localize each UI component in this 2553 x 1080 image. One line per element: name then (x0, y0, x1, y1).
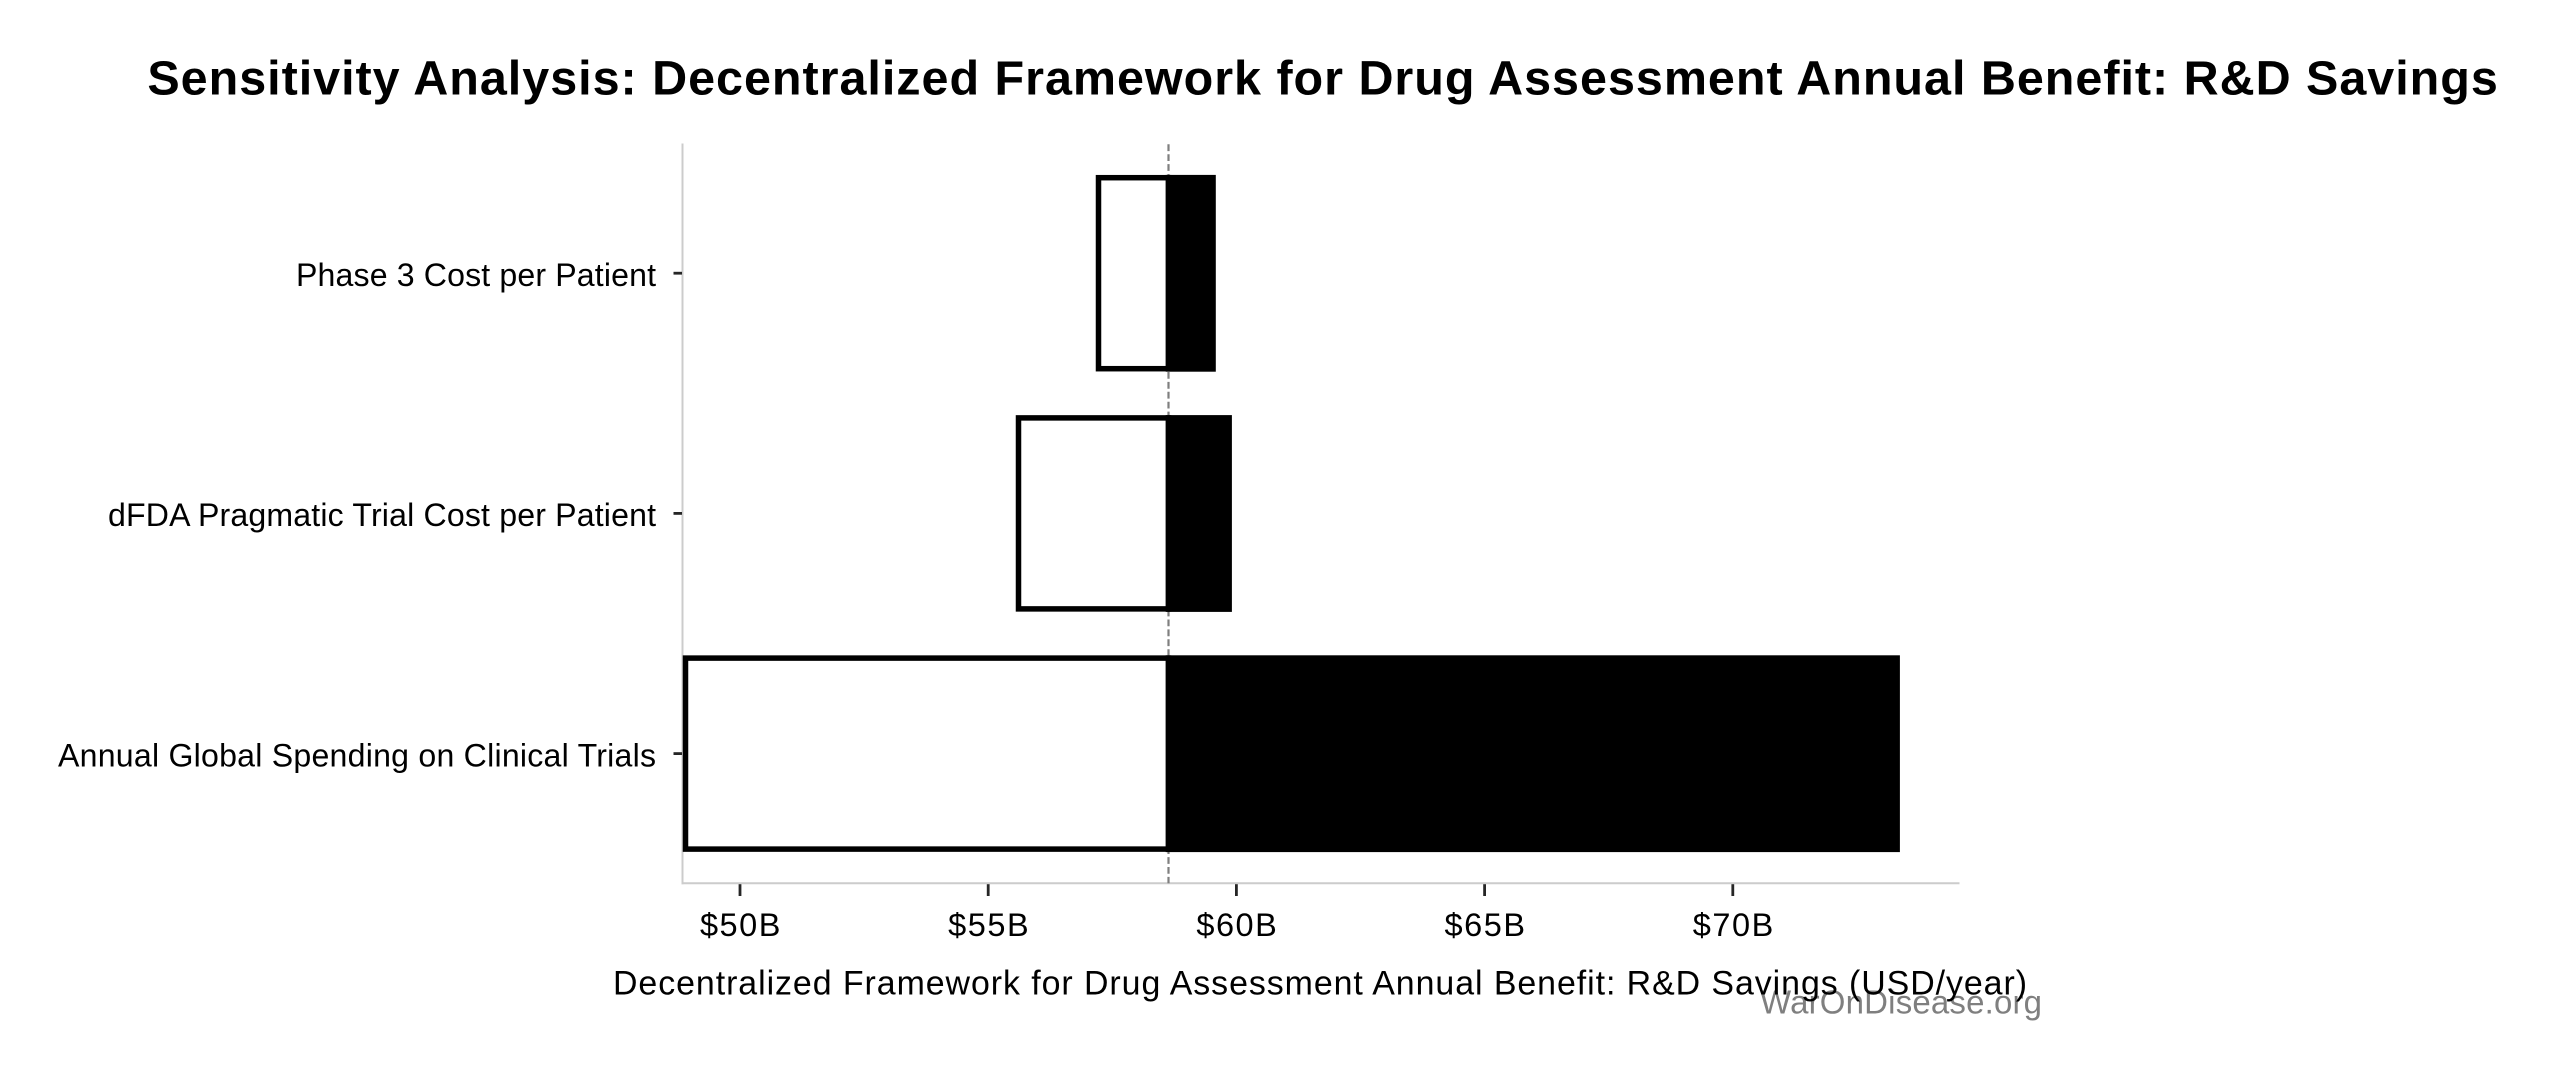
svg-text:$55B: $55B (948, 907, 1029, 943)
svg-text:dFDA Pragmatic Trial Cost per: dFDA Pragmatic Trial Cost per Patient (108, 497, 656, 533)
svg-text:$70B: $70B (1693, 907, 1774, 943)
svg-text:Phase 3 Cost per Patient: Phase 3 Cost per Patient (296, 257, 656, 293)
svg-text:$65B: $65B (1445, 907, 1526, 943)
svg-text:Annual Global Spending on Clin: Annual Global Spending on Clinical Trial… (58, 737, 656, 773)
svg-text:Decentralized Framework for Dr: Decentralized Framework for Drug Assessm… (613, 965, 2027, 1003)
svg-text:$60B: $60B (1196, 907, 1277, 943)
svg-text:WarOnDisease.org: WarOnDisease.org (1760, 983, 2042, 1020)
svg-text:Sensitivity Analysis: Decentra: Sensitivity Analysis: Decentralized Fram… (147, 51, 2498, 105)
svg-text:$50B: $50B (700, 907, 781, 943)
